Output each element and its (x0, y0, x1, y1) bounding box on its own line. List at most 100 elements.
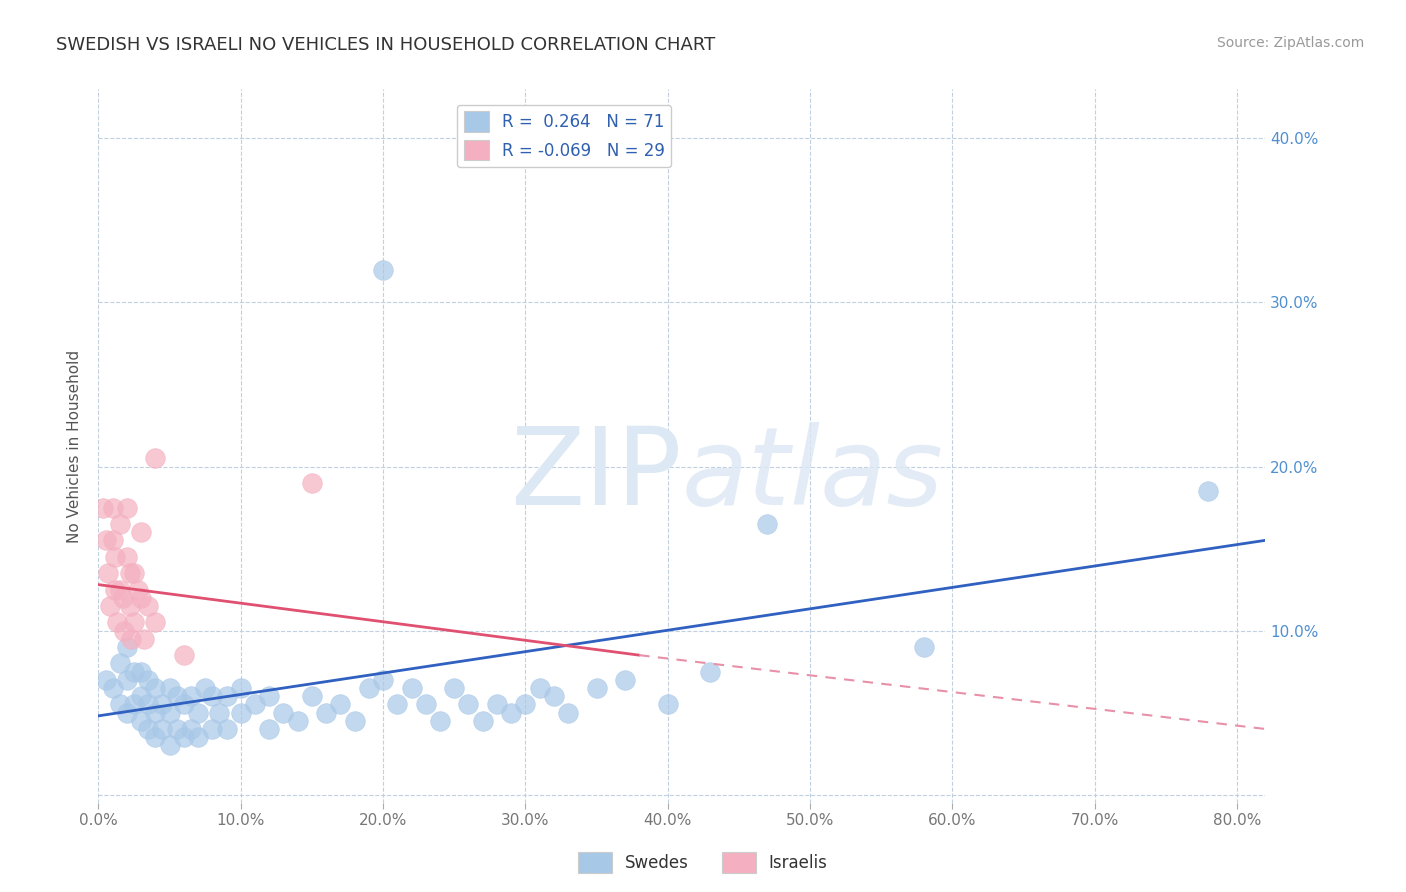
Point (136, 698, 159, 712)
Point (557, 706, 579, 720)
Point (129, 714, 152, 728)
Point (429, 714, 451, 728)
Text: SWEDISH VS ISRAELI NO VEHICLES IN HOUSEHOLD CORRELATION CHART: SWEDISH VS ISRAELI NO VEHICLES IN HOUSEH… (56, 36, 716, 54)
Text: Source: ZipAtlas.com: Source: ZipAtlas.com (1216, 36, 1364, 50)
Point (515, 698, 537, 712)
Point (208, 706, 231, 720)
Point (166, 689, 188, 703)
Legend: Swedes, Israelis: Swedes, Israelis (572, 846, 834, 880)
Legend: R =  0.264   N = 71, R = -0.069   N = 29: R = 0.264 N = 71, R = -0.069 N = 29 (457, 104, 672, 167)
Point (543, 689, 565, 703)
Point (143, 730, 166, 744)
Point (108, 698, 131, 712)
Point (115, 549, 138, 564)
Point (143, 706, 166, 720)
Point (159, 681, 181, 695)
Point (143, 615, 166, 630)
Point (215, 722, 238, 736)
Point (97, 566, 120, 581)
Point (699, 665, 721, 679)
Point (180, 689, 202, 703)
Point (485, 698, 508, 712)
Point (173, 698, 195, 712)
Point (108, 657, 131, 671)
Point (94, 673, 117, 687)
Point (387, 698, 409, 712)
Text: atlas: atlas (682, 422, 943, 527)
Point (215, 689, 238, 703)
Point (243, 698, 266, 712)
Point (111, 591, 134, 605)
Point (301, 689, 323, 703)
Point (187, 730, 209, 744)
Point (756, 516, 779, 531)
Point (132, 632, 155, 646)
Point (501, 706, 523, 720)
Point (120, 632, 142, 646)
Point (129, 689, 152, 703)
Point (104, 549, 127, 564)
Point (173, 730, 195, 744)
Point (229, 681, 252, 695)
Point (122, 698, 145, 712)
Point (443, 681, 465, 695)
Point (301, 475, 323, 490)
Point (152, 698, 174, 712)
Point (257, 722, 280, 736)
Point (115, 706, 138, 720)
Point (122, 615, 145, 630)
Point (136, 673, 159, 687)
Point (187, 706, 209, 720)
Point (912, 640, 935, 654)
Point (108, 582, 131, 597)
Point (143, 451, 166, 466)
Point (166, 722, 188, 736)
Point (357, 681, 380, 695)
Point (112, 624, 135, 638)
Point (401, 681, 423, 695)
Point (122, 566, 145, 581)
Point (98, 599, 121, 613)
Point (457, 698, 479, 712)
Point (371, 673, 394, 687)
Point (287, 714, 309, 728)
Point (180, 722, 202, 736)
Point (127, 582, 149, 597)
Point (115, 640, 138, 654)
Point (129, 665, 152, 679)
Point (315, 706, 337, 720)
Point (129, 591, 152, 605)
Point (173, 648, 195, 662)
Point (118, 599, 141, 613)
Point (614, 673, 637, 687)
Point (115, 673, 138, 687)
Point (585, 681, 607, 695)
Point (529, 681, 551, 695)
Point (152, 722, 174, 736)
Point (657, 698, 679, 712)
Point (1198, 484, 1220, 499)
Point (104, 582, 127, 597)
Point (143, 681, 166, 695)
Point (229, 706, 252, 720)
Point (136, 722, 159, 736)
Point (273, 706, 295, 720)
Point (101, 681, 124, 695)
Point (101, 533, 124, 548)
Point (115, 500, 138, 515)
Point (118, 566, 141, 581)
Point (94, 533, 117, 548)
Point (105, 615, 128, 630)
Point (343, 714, 366, 728)
Text: ZIP: ZIP (510, 422, 682, 527)
Point (201, 689, 224, 703)
Point (471, 714, 494, 728)
Point (201, 722, 224, 736)
Point (159, 739, 181, 753)
Point (129, 525, 152, 540)
Point (159, 706, 181, 720)
Point (257, 689, 280, 703)
Point (122, 665, 145, 679)
Point (108, 516, 131, 531)
Y-axis label: No Vehicles in Household: No Vehicles in Household (67, 350, 83, 542)
